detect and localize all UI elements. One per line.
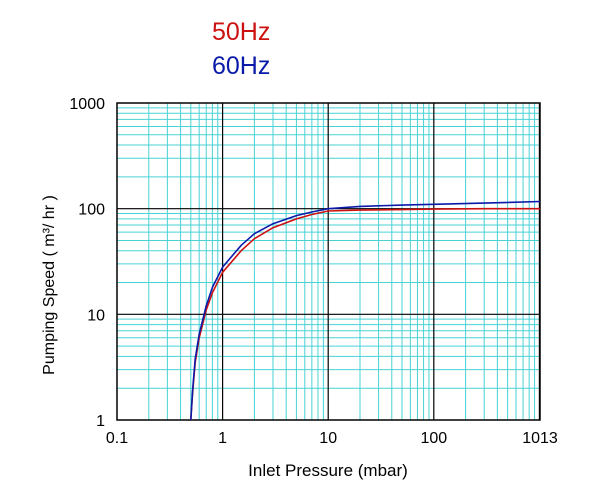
legend-50hz: 50Hz: [212, 18, 271, 46]
x-tick-label: 1013: [522, 430, 558, 447]
y-tick-label: 1: [96, 413, 105, 430]
series-line-60hz: [190, 200, 541, 421]
y-tick-labels: 1000 100 10 1: [69, 96, 105, 430]
x-tick-labels: 0.1 1 10 100 1013: [106, 430, 558, 447]
legend-60hz: 60Hz: [212, 52, 271, 80]
series-layer: [190, 200, 541, 421]
y-tick-label: 100: [78, 202, 105, 219]
x-tick-label: 0.1: [106, 430, 128, 447]
x-tick-label: 100: [420, 430, 447, 447]
y-tick-label: 1000: [69, 96, 105, 113]
y-axis-label: Pumping Speed ( m³/ hr ): [41, 195, 58, 375]
x-axis-label: Inlet Pressure (mbar): [248, 461, 408, 480]
y-tick-label: 10: [87, 307, 105, 324]
plot-frame: [116, 102, 541, 421]
x-tick-label: 1: [218, 430, 227, 447]
x-tick-label: 10: [319, 430, 337, 447]
